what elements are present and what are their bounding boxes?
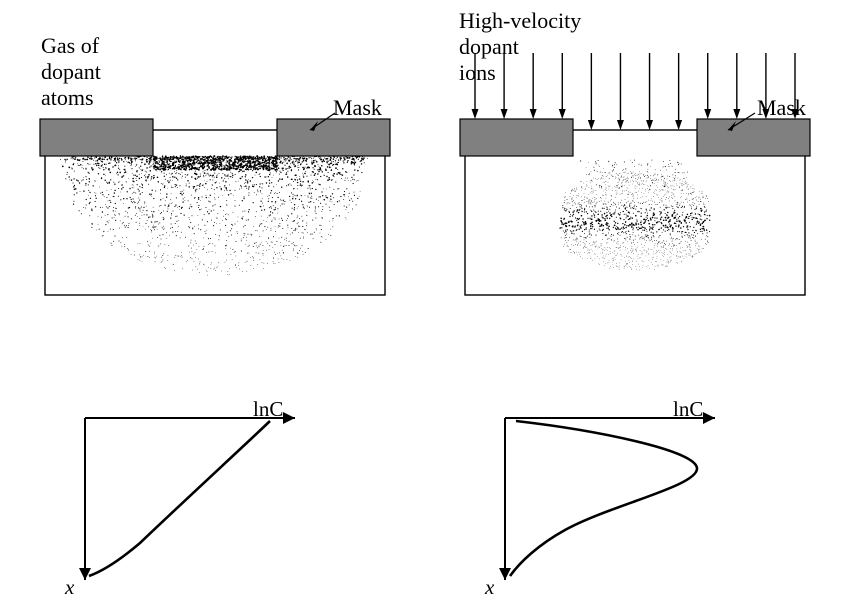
- arrowhead-x-right: [499, 568, 511, 580]
- arrowhead-x-left: [79, 568, 91, 580]
- right-graph: [499, 412, 715, 580]
- left-mask-left: [40, 119, 153, 156]
- doping-comparison-figure: Gas of dopant atoms Mask High-velocity d…: [0, 0, 865, 598]
- right-mask-left: [460, 119, 573, 156]
- arrowhead-lnC-right: [703, 412, 715, 424]
- diagram-svg: [0, 0, 865, 598]
- left-mask-right: [277, 119, 390, 156]
- left-panel: [40, 113, 390, 295]
- left-profile-curve: [89, 421, 270, 576]
- right-mask-right: [697, 119, 810, 156]
- right-profile-curve: [510, 421, 697, 576]
- right-panel: [460, 53, 810, 295]
- left-graph: [79, 412, 295, 580]
- arrowhead-lnC-left: [283, 412, 295, 424]
